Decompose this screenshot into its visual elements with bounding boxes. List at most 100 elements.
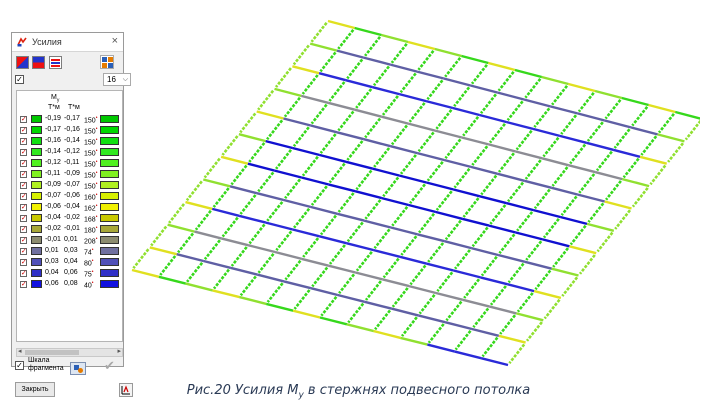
row-checkbox[interactable]: ✓ (20, 259, 27, 266)
row-count-number: 150 (84, 172, 96, 180)
row-color-swatch[interactable] (31, 258, 42, 266)
scale-row[interactable]: ✓ -0,14 -0,12 150• (18, 147, 122, 158)
scale-row[interactable]: ✓ -0,17 -0,16 150• (18, 125, 122, 136)
row-color-swatch[interactable] (31, 148, 42, 156)
two-color-icon[interactable] (32, 56, 45, 69)
scroll-left-icon[interactable]: ◂ (18, 348, 22, 355)
grid-rib (381, 95, 399, 116)
horizontal-scrollbar[interactable]: ◂ ▸ (16, 348, 123, 357)
grid-beam (505, 120, 534, 131)
row-count-marker: • (95, 159, 98, 165)
scale-row[interactable]: ✓ -0,09 -0,07 150• (18, 180, 122, 191)
fragment-settings-icon[interactable] (70, 362, 86, 375)
scale-row[interactable]: ✓ -0,12 -0,11 150• (18, 158, 122, 169)
grid-beam (346, 242, 374, 252)
grid-beam (435, 291, 464, 301)
row-color-swatch[interactable] (31, 225, 42, 233)
interval-count-select[interactable]: 16 ⌵ (103, 73, 131, 86)
grid-beam (283, 198, 311, 209)
scale-row[interactable]: ✓ -0,11 -0,09 150• (18, 169, 122, 180)
row-color-swatch[interactable] (31, 269, 42, 277)
row-from-value: -0,01 (45, 236, 61, 243)
row-checkbox[interactable]: ✓ (20, 248, 27, 255)
grid-beam (265, 221, 293, 231)
close-button[interactable]: Закрыть (15, 382, 55, 397)
close-icon[interactable]: × (111, 35, 118, 47)
fragment-label-line-1: Шкала (28, 357, 50, 364)
row-checkbox[interactable]: ✓ (20, 215, 27, 222)
row-color-bar (100, 181, 119, 189)
row-checkbox[interactable]: ✓ (20, 171, 27, 178)
row-checkbox[interactable]: ✓ (20, 149, 27, 156)
row-checkbox[interactable]: ✓ (20, 281, 27, 288)
scale-row[interactable]: ✓ -0,07 -0,06 160• (18, 191, 122, 202)
row-checkbox[interactable]: ✓ (20, 226, 27, 233)
grid-rib (640, 135, 658, 156)
row-color-swatch[interactable] (31, 236, 42, 244)
row-color-swatch[interactable] (31, 115, 42, 123)
row-count-number: 150 (84, 150, 96, 158)
grid-beam (595, 171, 623, 181)
grid-beam (541, 75, 569, 86)
fragment-label-line-2: фрагмента (28, 365, 64, 372)
interval-count-value: 16 (107, 75, 116, 84)
row-color-swatch[interactable] (31, 159, 42, 167)
grid-beam (461, 54, 489, 65)
row-color-swatch[interactable] (31, 203, 42, 211)
grid-beam (363, 138, 391, 148)
grid-beam (372, 167, 400, 177)
row-color-swatch[interactable] (31, 214, 42, 222)
row-checkbox[interactable]: ✓ (20, 270, 27, 277)
grid-beam (569, 245, 597, 255)
grid-beam (283, 280, 312, 290)
grid-beam (167, 223, 195, 233)
scale-row[interactable]: ✓ 0,04 0,06 75• (18, 268, 122, 279)
grid-beam (416, 70, 445, 80)
fragment-scale-checkbox[interactable]: ✓ (15, 361, 24, 370)
scale-row[interactable]: ✓ -0,02 -0,01 180• (18, 224, 122, 235)
scale-row[interactable]: ✓ -0,16 -0,14 150• (18, 136, 122, 147)
row-checkbox[interactable]: ✓ (20, 237, 27, 244)
row-checkbox[interactable]: ✓ (20, 193, 27, 200)
scale-row[interactable]: ✓ -0,19 -0,17 150• (18, 114, 122, 125)
panel-titlebar[interactable]: Усилия × (12, 33, 123, 52)
row-checkbox[interactable]: ✓ (20, 182, 27, 189)
layout-icon[interactable] (100, 55, 114, 69)
grid-beam (630, 126, 658, 136)
row-to-value: -0,11 (64, 159, 80, 166)
grid-rib (480, 255, 498, 277)
row-color-swatch[interactable] (31, 280, 42, 288)
legend-icon[interactable] (119, 383, 133, 397)
grid-rib (390, 42, 408, 64)
row-checkbox[interactable]: ✓ (20, 204, 27, 211)
row-count-value: 168• (84, 214, 97, 223)
row-checkbox[interactable]: ✓ (20, 116, 27, 123)
row-color-swatch[interactable] (31, 181, 42, 189)
row-checkbox[interactable]: ✓ (20, 138, 27, 145)
color-scale-icon[interactable] (16, 56, 29, 69)
row-checkbox[interactable]: ✓ (20, 160, 27, 167)
scroll-right-icon[interactable]: ▸ (117, 348, 121, 355)
scale-row[interactable]: ✓ -0,01 0,01 208• (18, 235, 122, 246)
row-color-swatch[interactable] (31, 192, 42, 200)
scale-row[interactable]: ✓ 0,03 0,04 80• (18, 257, 122, 268)
show-all-checkbox[interactable]: ✓ (15, 75, 24, 84)
scrollbar-thumb[interactable] (25, 350, 79, 355)
row-count-value: 162• (84, 203, 97, 212)
grid-beam (621, 96, 649, 107)
scale-row[interactable]: ✓ -0,06 -0,04 162• (18, 202, 122, 213)
scale-row[interactable]: ✓ -0,04 -0,02 168• (18, 213, 122, 224)
apply-check-icon[interactable]: ✔ (104, 358, 115, 373)
row-color-swatch[interactable] (31, 126, 42, 134)
row-count-marker: • (91, 258, 94, 264)
grid-beam (648, 103, 676, 114)
row-color-swatch[interactable] (31, 137, 42, 145)
list-icon[interactable] (49, 56, 62, 69)
grid-rib (552, 247, 570, 268)
scale-row[interactable]: ✓ 0,01 0,03 74• (18, 246, 122, 257)
row-checkbox[interactable]: ✓ (20, 127, 27, 134)
row-color-swatch[interactable] (31, 170, 42, 178)
grid-rib (355, 88, 373, 109)
scale-row[interactable]: ✓ 0,06 0,08 40• (18, 279, 122, 290)
row-color-swatch[interactable] (31, 247, 42, 255)
